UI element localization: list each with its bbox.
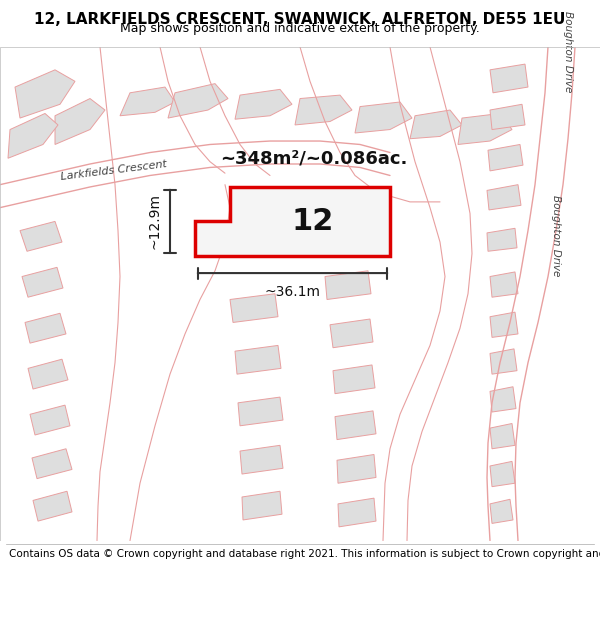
Polygon shape bbox=[295, 95, 352, 125]
Polygon shape bbox=[338, 498, 376, 527]
Polygon shape bbox=[120, 87, 175, 116]
Polygon shape bbox=[490, 424, 515, 449]
Polygon shape bbox=[240, 446, 283, 474]
Text: 12: 12 bbox=[292, 207, 334, 236]
Text: ~36.1m: ~36.1m bbox=[265, 284, 320, 299]
Text: 12, LARKFIELDS CRESCENT, SWANWICK, ALFRETON, DE55 1EU: 12, LARKFIELDS CRESCENT, SWANWICK, ALFRE… bbox=[34, 12, 566, 27]
Polygon shape bbox=[490, 312, 518, 338]
Text: Contains OS data © Crown copyright and database right 2021. This information is : Contains OS data © Crown copyright and d… bbox=[9, 549, 600, 559]
Polygon shape bbox=[325, 271, 371, 299]
Polygon shape bbox=[410, 110, 462, 139]
Text: Boughton Drive: Boughton Drive bbox=[551, 195, 561, 276]
Polygon shape bbox=[22, 268, 63, 298]
Polygon shape bbox=[20, 221, 62, 251]
Polygon shape bbox=[32, 449, 72, 479]
Text: Larkfields Crescent: Larkfields Crescent bbox=[60, 159, 167, 182]
Text: ~12.9m: ~12.9m bbox=[148, 193, 162, 249]
Polygon shape bbox=[490, 272, 518, 298]
Polygon shape bbox=[333, 365, 375, 394]
Polygon shape bbox=[15, 70, 75, 118]
Text: ~348m²/~0.086ac.: ~348m²/~0.086ac. bbox=[220, 149, 407, 168]
Polygon shape bbox=[30, 405, 70, 435]
Polygon shape bbox=[242, 491, 282, 520]
Polygon shape bbox=[490, 349, 517, 374]
Polygon shape bbox=[238, 397, 283, 426]
Polygon shape bbox=[488, 144, 523, 171]
Polygon shape bbox=[487, 184, 521, 210]
Polygon shape bbox=[490, 64, 528, 92]
Polygon shape bbox=[490, 461, 515, 487]
Polygon shape bbox=[337, 454, 376, 483]
Polygon shape bbox=[195, 187, 390, 256]
Polygon shape bbox=[490, 387, 516, 412]
Polygon shape bbox=[230, 294, 278, 322]
Polygon shape bbox=[168, 84, 228, 118]
Polygon shape bbox=[25, 313, 66, 343]
Polygon shape bbox=[458, 114, 512, 144]
Polygon shape bbox=[490, 499, 513, 523]
Polygon shape bbox=[490, 104, 525, 129]
Polygon shape bbox=[8, 114, 58, 158]
Polygon shape bbox=[33, 491, 72, 521]
Polygon shape bbox=[28, 359, 68, 389]
Polygon shape bbox=[320, 225, 368, 254]
Polygon shape bbox=[235, 346, 281, 374]
Polygon shape bbox=[355, 102, 412, 133]
Polygon shape bbox=[55, 99, 105, 144]
Text: Boughton Drive: Boughton Drive bbox=[563, 11, 573, 92]
Polygon shape bbox=[335, 411, 376, 439]
Polygon shape bbox=[487, 228, 517, 251]
Text: Map shows position and indicative extent of the property.: Map shows position and indicative extent… bbox=[120, 22, 480, 35]
Polygon shape bbox=[330, 319, 373, 348]
Polygon shape bbox=[235, 89, 292, 119]
